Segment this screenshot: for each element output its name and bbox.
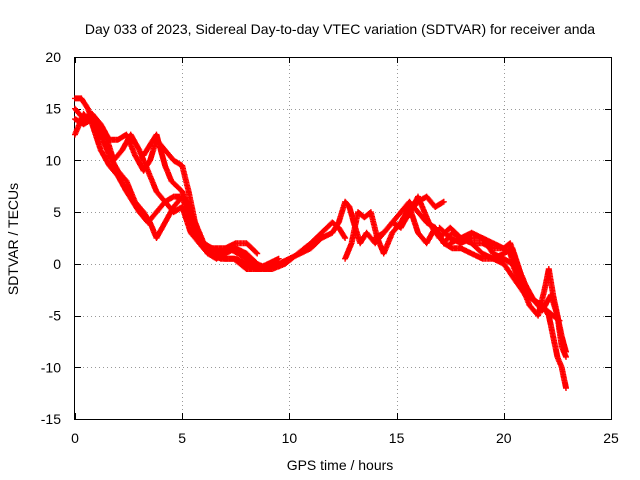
x-tick-label: 25 [603, 430, 619, 446]
plot-frame [74, 57, 612, 420]
y-tick-label: 15 [45, 101, 61, 117]
x-tick-label: 0 [71, 430, 79, 446]
y-tick-label: 10 [45, 152, 61, 168]
y-tick-label: 0 [53, 256, 61, 272]
series-track-11 [447, 229, 569, 355]
x-axis-label: GPS time / hours [287, 457, 394, 473]
y-tick-label: 20 [45, 49, 61, 65]
y-tick-label: 5 [53, 204, 61, 220]
x-tick-label: 5 [178, 430, 186, 446]
axis-ticks: 0 5 10 15 20 25 -15 -10 -5 0 5 10 15 20 [41, 49, 619, 446]
y-tick-label: -15 [41, 411, 61, 427]
x-tick-label: 15 [389, 430, 405, 446]
chart-title: Day 033 of 2023, Sidereal Day-to-day VTE… [85, 21, 595, 37]
y-tick-label: -5 [49, 308, 62, 324]
data-marks [72, 95, 569, 391]
y-axis-label: SDTVAR / TECUs [5, 183, 21, 295]
data-point-markers [447, 229, 569, 355]
x-tick-label: 10 [282, 430, 298, 446]
x-tick-label: 20 [496, 430, 512, 446]
y-tick-label: -10 [41, 359, 61, 375]
